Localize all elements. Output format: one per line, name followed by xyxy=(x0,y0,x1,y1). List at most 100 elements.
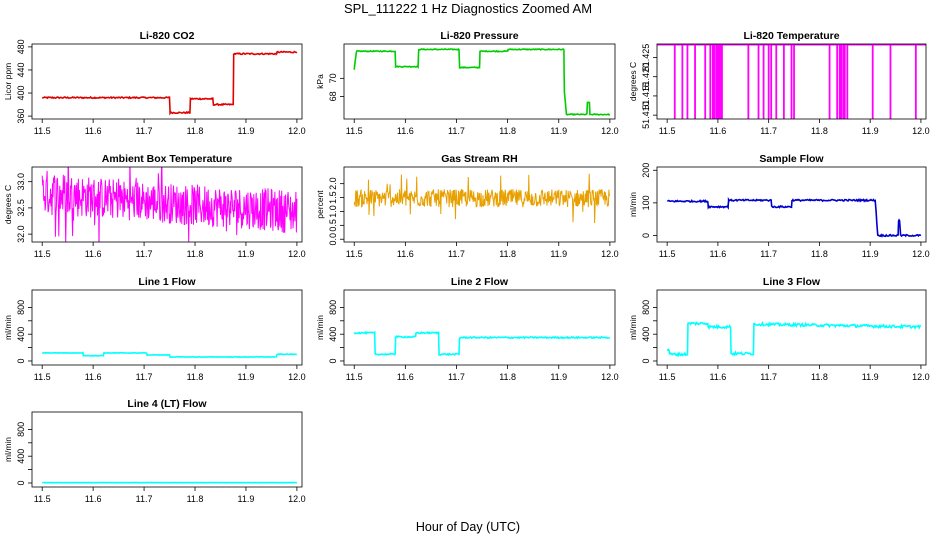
x-tick-label: 11.8 xyxy=(187,372,204,382)
series-line xyxy=(41,50,298,116)
x-tick-label: 11.8 xyxy=(499,249,516,259)
y-tick-label: 33.0 xyxy=(16,173,26,191)
series xyxy=(41,351,297,359)
y-tick-label: 0 xyxy=(16,480,26,485)
series xyxy=(41,50,298,116)
y-tick-label: 400 xyxy=(328,327,338,342)
x-tick-label: 12.0 xyxy=(288,249,306,259)
y-tick-label: 0 xyxy=(641,233,651,238)
x-tick-label: 11.8 xyxy=(811,249,828,259)
series xyxy=(667,196,922,238)
x-tick-label: 11.9 xyxy=(550,126,567,136)
panel-title: Line 3 Flow xyxy=(763,276,821,288)
series-line xyxy=(41,167,298,242)
x-tick-label: 12.0 xyxy=(601,126,619,136)
panel-title: Ambient Box Temperature xyxy=(102,153,233,165)
x-tick-label: 11.8 xyxy=(499,126,516,136)
y-tick-label: 480 xyxy=(16,39,26,54)
y-axis-label: Licor ppm xyxy=(3,63,13,100)
series xyxy=(353,330,611,357)
panel-title: Line 2 Flow xyxy=(451,276,509,288)
x-tick-label: 11.5 xyxy=(34,372,51,382)
y-tick-label: 51.410 xyxy=(641,101,651,129)
x-tick-label: 11.7 xyxy=(760,372,777,382)
panel-title: Gas Stream RH xyxy=(441,153,517,165)
y-tick-label: 440 xyxy=(16,62,26,77)
x-tick-label: 11.8 xyxy=(499,372,516,382)
x-tick-label: 11.7 xyxy=(136,249,153,259)
plot-frame xyxy=(656,43,927,120)
y-axis-label: ml/min xyxy=(3,437,13,462)
x-tick-label: 11.6 xyxy=(85,494,102,504)
series-line xyxy=(666,320,921,358)
y-tick-label: 360 xyxy=(16,109,26,124)
figure-title: SPL_111222 1 Hz Diagnostics Zoomed AM xyxy=(344,1,592,16)
y-axis-label: ml/min xyxy=(628,315,638,340)
y-tick-label: 200 xyxy=(641,163,651,178)
series-line xyxy=(41,351,297,359)
x-tick-label: 11.8 xyxy=(187,249,204,259)
x-tick-label: 11.5 xyxy=(34,494,51,504)
series-line xyxy=(353,330,611,357)
series xyxy=(657,44,926,119)
x-tick-label: 11.7 xyxy=(760,249,777,259)
chart-panels: Li-820 CO2 11.5 11.6 11.7 11.8 11.9 12.0 360 400… xyxy=(3,30,930,504)
x-tick-label: 11.8 xyxy=(187,494,204,504)
x-tick-label: 11.6 xyxy=(397,126,414,136)
x-tick-label: 11.7 xyxy=(760,126,777,136)
y-tick-label: 800 xyxy=(16,422,26,437)
x-tick-label: 11.5 xyxy=(659,126,676,136)
y-tick-label: 0.5 xyxy=(328,219,338,232)
panel-title: Li-820 Temperature xyxy=(743,30,839,42)
x-tick-label: 11.5 xyxy=(659,372,676,382)
panel-5: Sample Flow 11.5 11.6 11.7 11.8 11.9 12.0 0 100 2… xyxy=(628,153,930,259)
x-tick-label: 11.8 xyxy=(811,126,828,136)
panel-4: Gas Stream RH 11.5 11.6 11.7 11.8 11.9 12.0 0.0… xyxy=(315,153,619,259)
plot-frame xyxy=(31,411,303,488)
y-tick-label: 400 xyxy=(16,327,26,342)
plot-frame xyxy=(31,289,303,366)
y-tick-label: 70 xyxy=(328,73,338,83)
y-tick-label: 1.5 xyxy=(328,191,338,204)
x-tick-label: 11.5 xyxy=(346,372,363,382)
x-tick-label: 12.0 xyxy=(912,249,930,259)
x-tick-label: 11.9 xyxy=(862,249,879,259)
y-tick-label: 0 xyxy=(16,358,26,363)
x-tick-label: 11.9 xyxy=(238,494,255,504)
series xyxy=(353,173,610,224)
y-tick-label: 800 xyxy=(16,300,26,315)
series xyxy=(353,48,611,116)
y-tick-label: 400 xyxy=(641,327,651,342)
plot-frame xyxy=(343,289,616,366)
y-tick-label: 800 xyxy=(328,300,338,315)
plot-frame xyxy=(656,166,927,243)
y-axis-label: degrees C xyxy=(3,185,13,224)
x-tick-label: 11.9 xyxy=(862,372,879,382)
x-tick-label: 11.7 xyxy=(136,372,153,382)
x-tick-label: 11.5 xyxy=(346,126,363,136)
x-tick-label: 11.9 xyxy=(862,126,879,136)
x-tick-label: 12.0 xyxy=(912,126,930,136)
x-tick-label: 12.0 xyxy=(288,372,306,382)
x-tick-label: 12.0 xyxy=(288,494,306,504)
x-tick-label: 11.6 xyxy=(397,249,414,259)
y-axis-label: ml/min xyxy=(3,315,13,340)
x-tick-label: 11.6 xyxy=(709,126,726,136)
x-tick-label: 11.6 xyxy=(85,126,102,136)
y-tick-label: 800 xyxy=(641,300,651,315)
x-tick-label: 11.6 xyxy=(397,372,414,382)
y-tick-label: 0 xyxy=(641,358,651,363)
x-tick-label: 11.8 xyxy=(811,372,828,382)
y-axis-label: percent xyxy=(315,190,325,219)
x-tick-label: 11.7 xyxy=(136,494,153,504)
panel-0: Li-820 CO2 11.5 11.6 11.7 11.8 11.9 12.0 360 400… xyxy=(3,30,306,136)
y-axis-label: kPa xyxy=(315,74,325,89)
x-tick-label: 11.7 xyxy=(448,126,465,136)
x-tick-label: 11.7 xyxy=(448,249,465,259)
x-tick-label: 11.6 xyxy=(85,372,102,382)
panel-9: Line 4 (LT) Flow 11.5 11.6 11.7 11.8 11.9 12.0… xyxy=(3,398,306,504)
figure-xlabel: Hour of Day (UTC) xyxy=(416,520,520,534)
panel-7: Line 2 Flow 11.5 11.6 11.7 11.8 11.9 12.0 0 400 8… xyxy=(315,276,619,382)
x-tick-label: 11.9 xyxy=(238,249,255,259)
